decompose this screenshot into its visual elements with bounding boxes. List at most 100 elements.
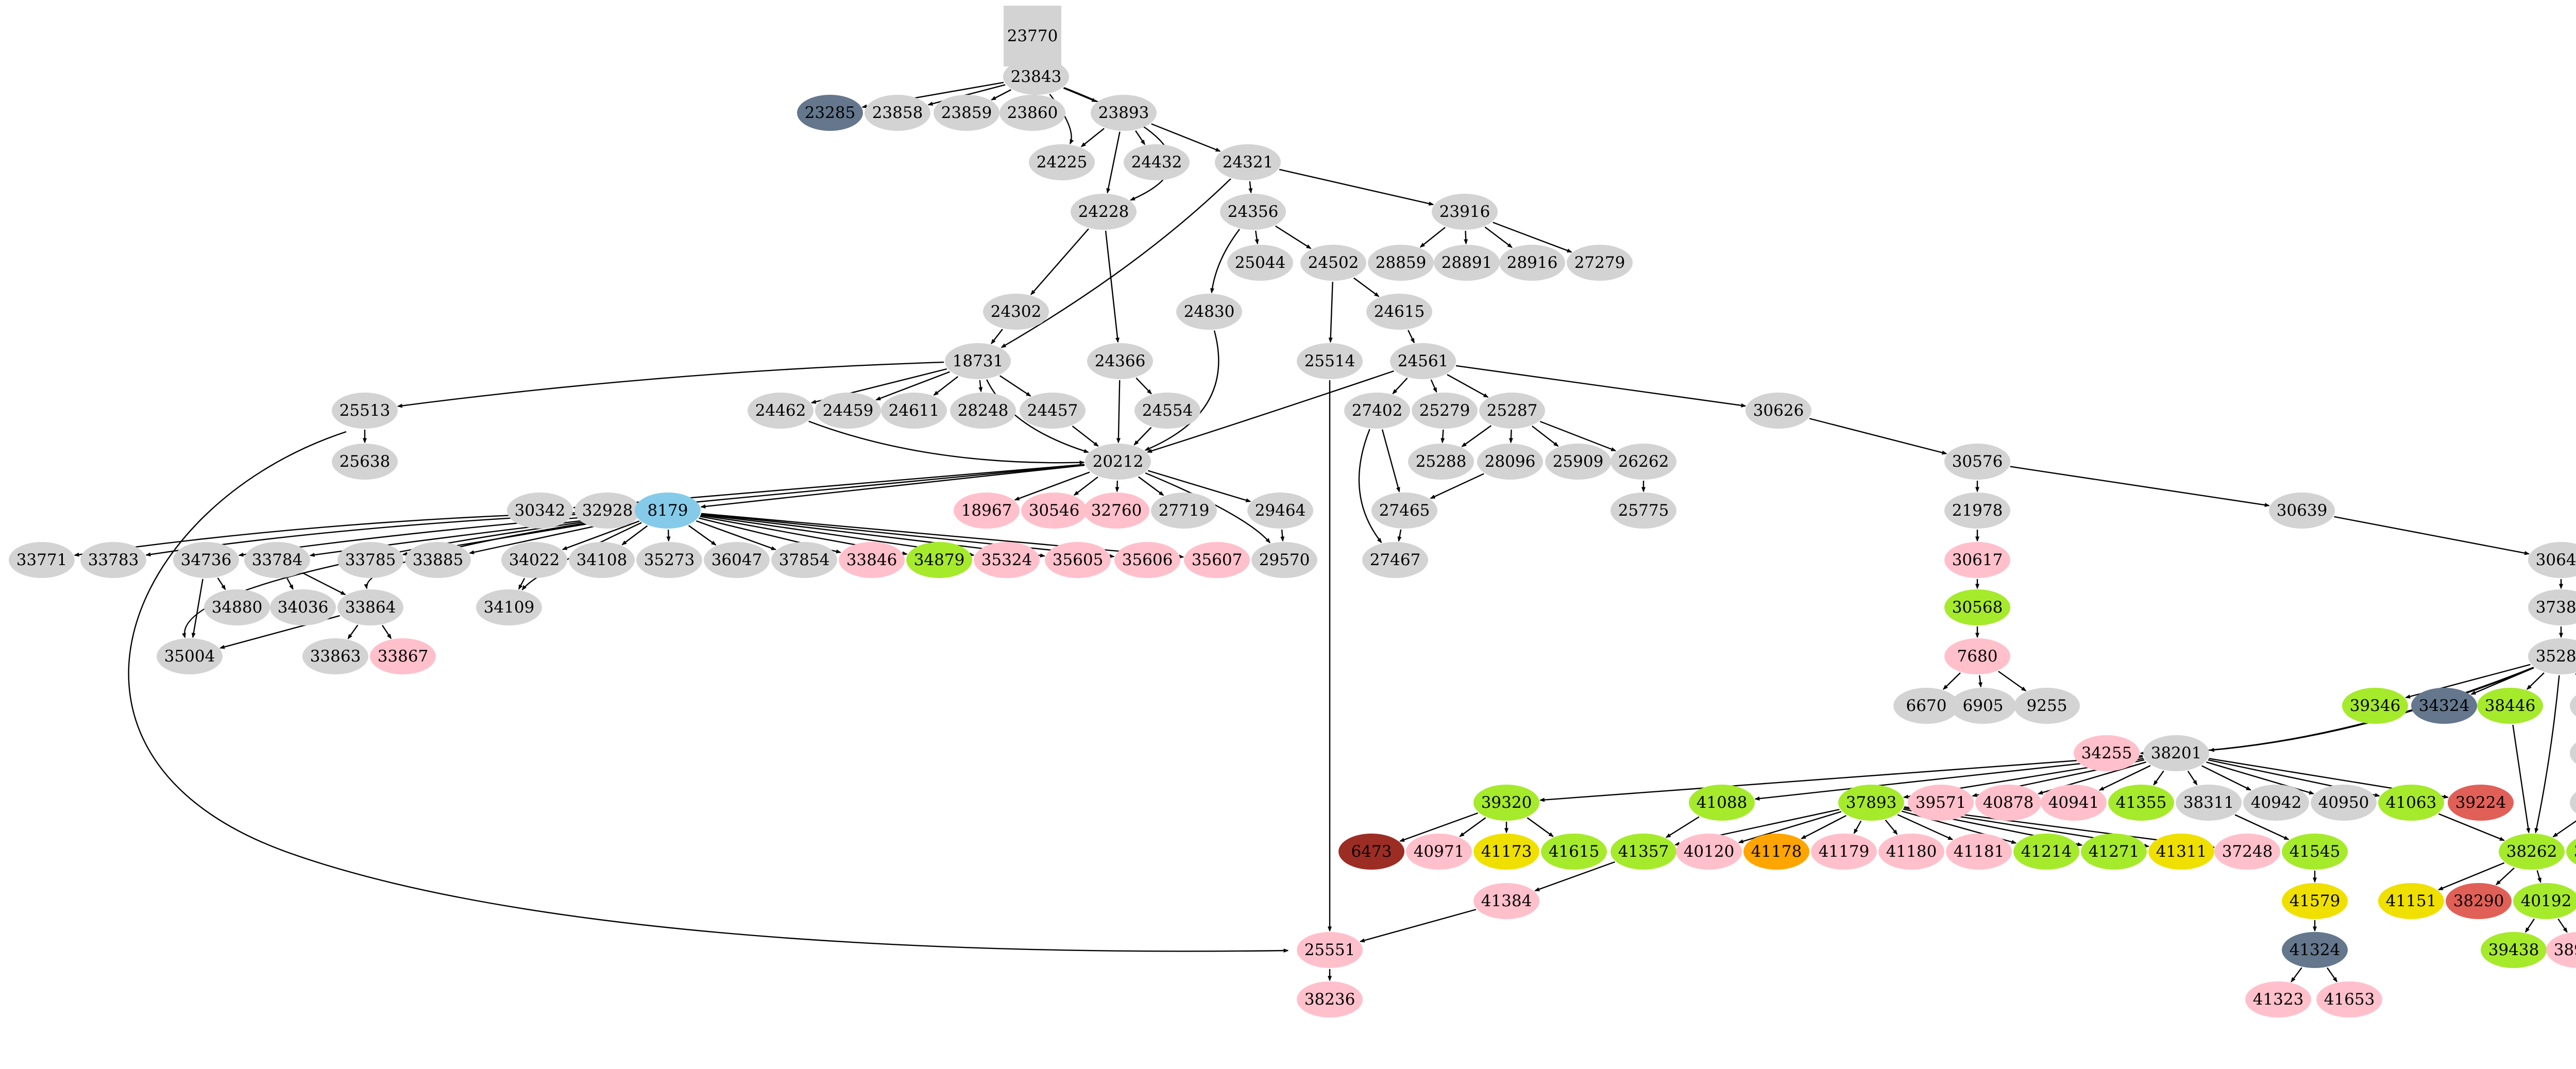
node-34880: 34880 bbox=[204, 589, 270, 625]
node-34036: 34036 bbox=[270, 589, 336, 625]
node-30617: 30617 bbox=[1944, 542, 2010, 578]
node-41271: 41271 bbox=[2081, 834, 2147, 870]
node-35605: 35605 bbox=[1045, 542, 1111, 578]
edge-24554-20212 bbox=[1133, 427, 1152, 446]
node-37248: 37248 bbox=[2214, 834, 2280, 870]
edge-23893-24432 bbox=[1135, 130, 1145, 145]
edge-24302-18731 bbox=[991, 329, 1003, 345]
edge-23916-28891 bbox=[1464, 230, 1468, 245]
node-41214: 41214 bbox=[2013, 834, 2079, 870]
edge-24356-25044 bbox=[1255, 230, 1259, 245]
edge-24356-24830 bbox=[1210, 229, 1240, 294]
edge-23843-23859 bbox=[991, 89, 1012, 100]
node-41545: 41545 bbox=[2282, 834, 2348, 870]
node-30568: 30568 bbox=[1944, 589, 2010, 625]
node-41180: 41180 bbox=[1878, 834, 1944, 870]
node-33864: 33864 bbox=[337, 589, 403, 625]
node-23858: 23858 bbox=[865, 95, 930, 131]
node-32928: 32928 bbox=[574, 493, 640, 529]
edge-25287-25288 bbox=[1461, 425, 1492, 447]
edge-20212-18967 bbox=[1014, 471, 1090, 501]
node-23770: 23770 bbox=[1004, 6, 1061, 66]
edge-24366-20212 bbox=[1116, 380, 1121, 444]
node-28859: 28859 bbox=[1368, 245, 1434, 281]
edge-27465-27467 bbox=[1397, 529, 1402, 542]
edge-20212-27719 bbox=[1138, 476, 1164, 496]
edge-30576-30639 bbox=[2010, 466, 2270, 507]
edge-24356-24502 bbox=[1275, 225, 1312, 249]
edge-18731-24611 bbox=[933, 376, 959, 396]
edge-28096-27465 bbox=[1430, 473, 1484, 499]
edge-24462-20212 bbox=[808, 420, 1085, 465]
node-30576: 30576 bbox=[1944, 444, 2010, 480]
edge-30626-30576 bbox=[1809, 418, 1947, 455]
node-7680: 7680 bbox=[1944, 638, 2010, 674]
edge-24502-24615 bbox=[1353, 277, 1380, 297]
node-39346: 39346 bbox=[2342, 688, 2408, 724]
node-32760: 32760 bbox=[1083, 493, 1149, 529]
node-41088: 41088 bbox=[1689, 785, 1755, 821]
node-23843: 23843 bbox=[1003, 59, 1069, 95]
node-33846: 33846 bbox=[839, 542, 905, 578]
node-39320: 39320 bbox=[1473, 785, 1539, 821]
edge-29464-29570 bbox=[1280, 529, 1285, 542]
node-27465: 27465 bbox=[1371, 493, 1437, 529]
edge-38262-40192 bbox=[2536, 870, 2541, 883]
edge-38201-40941 bbox=[2098, 765, 2151, 791]
node-28248: 28248 bbox=[950, 393, 1016, 429]
node-8179: 8179 bbox=[635, 493, 701, 529]
node-30546: 30546 bbox=[1021, 493, 1087, 529]
node-6905: 6905 bbox=[1950, 688, 2016, 724]
edge-38201-41355 bbox=[2153, 770, 2164, 786]
node-25513: 25513 bbox=[332, 393, 398, 429]
node-27402: 27402 bbox=[1344, 393, 1410, 429]
node-25288: 25288 bbox=[1408, 444, 1474, 480]
node-35324: 35324 bbox=[974, 542, 1040, 578]
node-29464: 29464 bbox=[1247, 493, 1313, 529]
edge-25513-25551 bbox=[128, 431, 1289, 953]
edge-38262-38290 bbox=[2495, 867, 2515, 886]
edge-20212-29464 bbox=[1147, 470, 1251, 502]
edge-18731-24459 bbox=[875, 371, 950, 401]
node-37893: 37893 bbox=[1838, 785, 1904, 821]
node-28891: 28891 bbox=[1434, 245, 1500, 281]
edge-25287-25909 bbox=[1531, 426, 1559, 447]
node-40950: 40950 bbox=[2311, 785, 2377, 821]
node-40192: 40192 bbox=[2513, 883, 2576, 919]
edge-35287-38262 bbox=[2534, 675, 2560, 834]
edge-25287-26262 bbox=[1539, 420, 1617, 452]
node-25279: 25279 bbox=[1412, 393, 1478, 429]
node-33785: 33785 bbox=[337, 542, 403, 578]
node-24615: 24615 bbox=[1366, 294, 1432, 330]
node-41173: 41173 bbox=[1473, 834, 1539, 870]
edge-24615-24561 bbox=[1408, 330, 1415, 344]
node-41579: 41579 bbox=[2282, 883, 2348, 919]
node-28096: 28096 bbox=[1477, 444, 1543, 480]
node-24554: 24554 bbox=[1134, 393, 1200, 429]
node-27719: 27719 bbox=[1151, 493, 1217, 529]
node-41311: 41311 bbox=[2148, 834, 2214, 870]
edge-33784-34036 bbox=[286, 578, 294, 590]
node-24432: 24432 bbox=[1124, 144, 1190, 180]
node-24561: 24561 bbox=[1390, 343, 1456, 379]
node-38446: 38446 bbox=[2477, 688, 2543, 724]
edge-23916-27279 bbox=[1493, 222, 1572, 253]
edge-8179-34108 bbox=[621, 525, 648, 546]
edge-41384-25551 bbox=[1359, 909, 1477, 943]
edge-24228-24302 bbox=[1030, 228, 1089, 295]
edge-41324-41653 bbox=[2327, 967, 2337, 982]
edge-24561-25287 bbox=[1447, 374, 1489, 398]
edge-39320-6473 bbox=[1399, 812, 1478, 842]
edge-27402-27467 bbox=[1358, 429, 1382, 544]
node-24228: 24228 bbox=[1071, 194, 1137, 230]
edge-33864-33867 bbox=[381, 625, 392, 639]
edge-38201-41088 bbox=[1754, 756, 2143, 801]
node-30626: 30626 bbox=[1745, 393, 1811, 429]
node-37389: 37389 bbox=[2528, 589, 2576, 625]
edge-8179-35606 bbox=[701, 513, 1115, 558]
node-40941: 40941 bbox=[2041, 785, 2107, 821]
edge-24228-24366 bbox=[1105, 230, 1120, 343]
node-24462: 24462 bbox=[748, 393, 814, 429]
edge-38662-38262 bbox=[2552, 820, 2576, 838]
